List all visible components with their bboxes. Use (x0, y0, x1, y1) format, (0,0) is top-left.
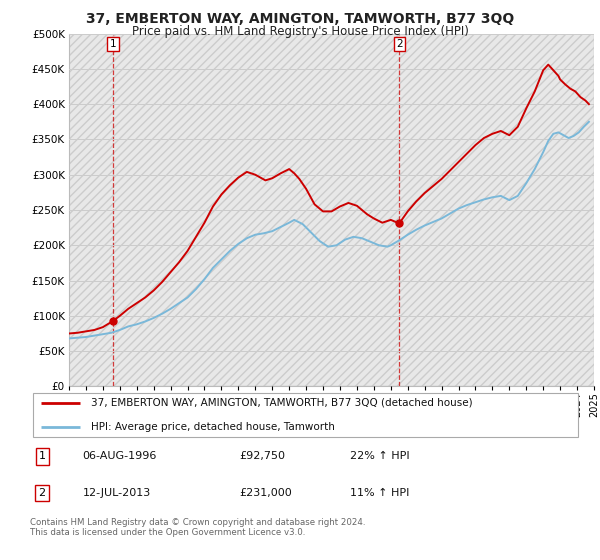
Text: 06-AUG-1996: 06-AUG-1996 (82, 451, 157, 461)
Text: 12-JUL-2013: 12-JUL-2013 (82, 488, 151, 498)
Text: HPI: Average price, detached house, Tamworth: HPI: Average price, detached house, Tamw… (91, 422, 335, 432)
Text: Price paid vs. HM Land Registry's House Price Index (HPI): Price paid vs. HM Land Registry's House … (131, 25, 469, 38)
Text: 22% ↑ HPI: 22% ↑ HPI (350, 451, 410, 461)
Text: £92,750: £92,750 (240, 451, 286, 461)
Text: 1: 1 (110, 39, 116, 49)
Text: Contains HM Land Registry data © Crown copyright and database right 2024.
This d: Contains HM Land Registry data © Crown c… (30, 518, 365, 538)
Text: 1: 1 (38, 451, 46, 461)
Text: £231,000: £231,000 (240, 488, 293, 498)
Text: 37, EMBERTON WAY, AMINGTON, TAMWORTH, B77 3QQ (detached house): 37, EMBERTON WAY, AMINGTON, TAMWORTH, B7… (91, 398, 472, 408)
Text: 37, EMBERTON WAY, AMINGTON, TAMWORTH, B77 3QQ: 37, EMBERTON WAY, AMINGTON, TAMWORTH, B7… (86, 12, 514, 26)
Text: 11% ↑ HPI: 11% ↑ HPI (350, 488, 410, 498)
Text: 2: 2 (396, 39, 403, 49)
Text: 2: 2 (38, 488, 46, 498)
FancyBboxPatch shape (33, 393, 578, 437)
